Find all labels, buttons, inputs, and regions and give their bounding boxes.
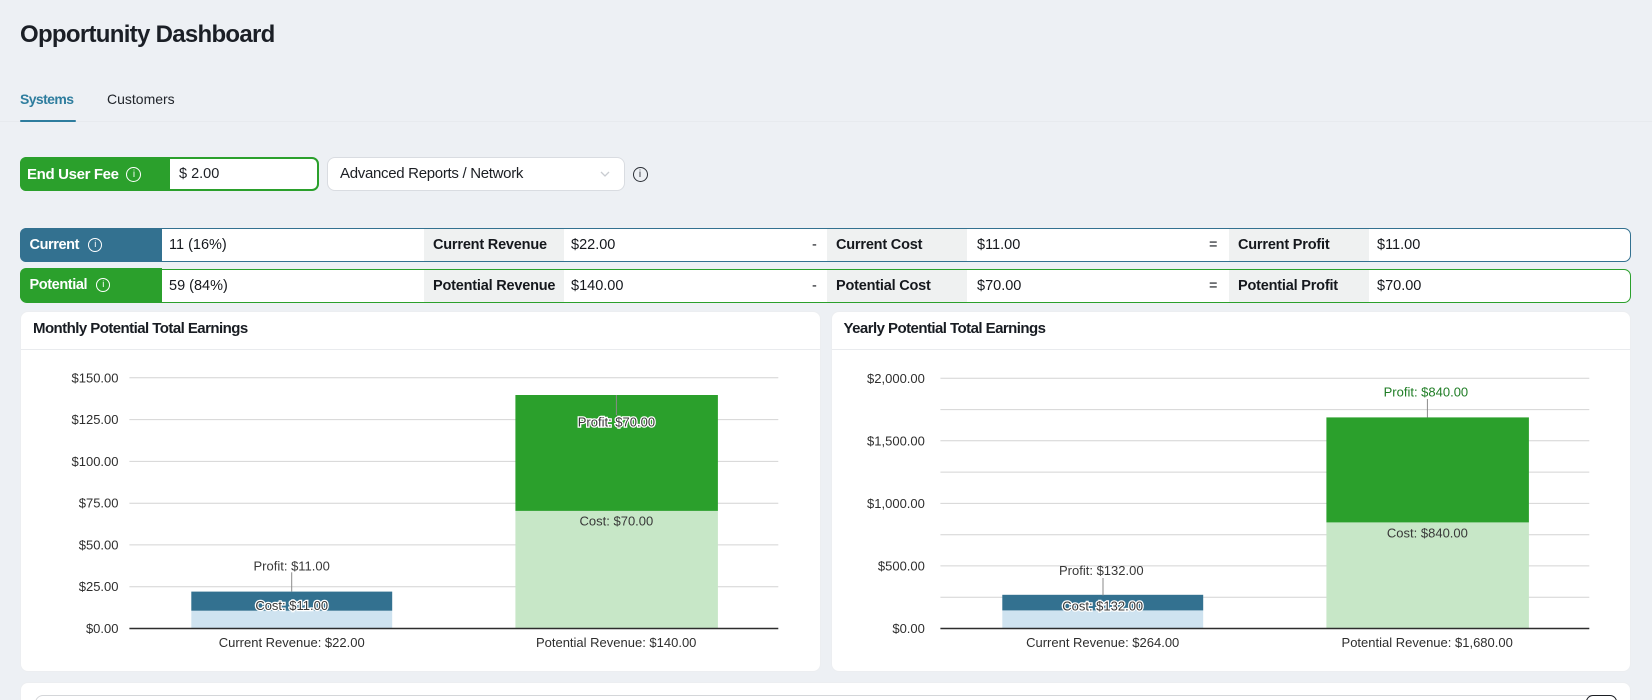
svg-text:Profit: $11.00: Profit: $11.00 — [254, 559, 330, 574]
svg-text:$0.00: $0.00 — [86, 621, 119, 636]
svg-text:Cost: $11.00: Cost: $11.00 — [255, 598, 328, 613]
svg-text:$100.00: $100.00 — [72, 454, 119, 469]
svg-text:$150.00: $150.00 — [72, 370, 119, 385]
svg-text:Cost: $840.00: Cost: $840.00 — [1386, 526, 1467, 541]
svg-text:$2,000.00: $2,000.00 — [867, 371, 925, 386]
svg-text:Profit: $70.00: Profit: $70.00 — [578, 414, 655, 429]
svg-text:Potential Revenue: $1,680.00: Potential Revenue: $1,680.00 — [1341, 635, 1512, 650]
svg-text:Profit: $840.00: Profit: $840.00 — [1383, 385, 1468, 400]
svg-text:$1,500.00: $1,500.00 — [867, 433, 925, 448]
svg-text:$75.00: $75.00 — [79, 496, 119, 511]
svg-text:$125.00: $125.00 — [72, 412, 119, 427]
svg-text:Potential Revenue: $140.00: Potential Revenue: $140.00 — [536, 635, 696, 650]
svg-text:Current Revenue: $22.00: Current Revenue: $22.00 — [219, 635, 365, 650]
svg-text:$0.00: $0.00 — [892, 621, 925, 636]
svg-text:$1,000.00: $1,000.00 — [867, 496, 925, 511]
svg-text:$500.00: $500.00 — [877, 558, 924, 573]
svg-text:$50.00: $50.00 — [79, 537, 119, 552]
svg-text:Cost: $132.00: Cost: $132.00 — [1062, 598, 1143, 613]
svg-text:Current Revenue: $264.00: Current Revenue: $264.00 — [1026, 635, 1179, 650]
svg-text:Cost: $70.00: Cost: $70.00 — [580, 513, 654, 528]
svg-text:Profit: $132.00: Profit: $132.00 — [1059, 563, 1144, 578]
svg-text:$25.00: $25.00 — [79, 579, 119, 594]
